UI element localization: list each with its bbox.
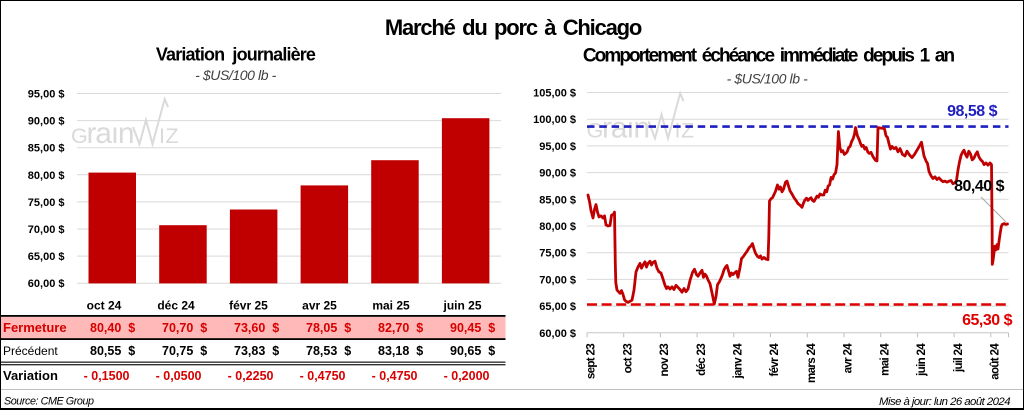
svg-text:- $US/100 lb -: - $US/100 lb - (195, 67, 277, 83)
svg-text:déc 24: déc 24 (157, 299, 195, 313)
svg-text:févr 25: févr 25 (229, 299, 268, 313)
svg-text:Mise à jour: lun 26 août 2024: Mise à jour: lun 26 août 2024 (879, 396, 1010, 408)
svg-text:- 0,2000: - 0,2000 (444, 369, 490, 383)
svg-text:- 0,1500: - 0,1500 (84, 369, 130, 383)
svg-text:80,00 $: 80,00 $ (539, 221, 576, 233)
svg-text:mai 24: mai 24 (878, 343, 891, 376)
svg-text:G: G (587, 118, 604, 142)
svg-text:70,75 $: 70,75 $ (162, 344, 207, 358)
svg-text:65,00 $: 65,00 $ (28, 251, 65, 263)
svg-text:Source: CME Group: Source: CME Group (4, 396, 94, 408)
svg-text:70,00 $: 70,00 $ (539, 274, 576, 286)
svg-text:82,70 $: 82,70 $ (378, 321, 423, 335)
svg-text:- 0,2250: - 0,2250 (228, 369, 274, 383)
svg-text:80,40 $: 80,40 $ (954, 178, 1004, 195)
svg-text:75,00 $: 75,00 $ (28, 197, 65, 209)
svg-text:G: G (71, 124, 88, 148)
svg-text:73,83 $: 73,83 $ (234, 344, 279, 358)
svg-text:avr 24: avr 24 (842, 343, 855, 374)
svg-text:Précédent: Précédent (3, 344, 58, 358)
svg-text:73,60 $: 73,60 $ (234, 321, 279, 335)
svg-text:95,00 $: 95,00 $ (28, 89, 65, 101)
svg-text:90,00 $: 90,00 $ (539, 168, 576, 180)
svg-text:85,00 $: 85,00 $ (28, 143, 65, 155)
svg-text:90,45 $: 90,45 $ (450, 321, 495, 335)
svg-text:juil 24: juil 24 (952, 343, 965, 373)
svg-text:sept 23: sept 23 (585, 343, 598, 379)
svg-text:- 0,0500: - 0,0500 (156, 369, 202, 383)
svg-text:juin 24: juin 24 (915, 343, 928, 377)
svg-text:oct 24: oct 24 (87, 299, 122, 313)
svg-text:100,00 $: 100,00 $ (533, 114, 576, 126)
svg-text:raın: raın (87, 117, 134, 150)
svg-text:85,00 $: 85,00 $ (539, 194, 576, 206)
svg-text:75,00 $: 75,00 $ (539, 248, 576, 260)
svg-text:IZ: IZ (159, 124, 179, 148)
svg-text:78,05 $: 78,05 $ (306, 321, 351, 335)
svg-text:Comportement échéance immédiat: Comportement échéance immédiate depuis 1… (583, 46, 955, 67)
svg-text:80,55 $: 80,55 $ (90, 344, 135, 358)
svg-text:IZ: IZ (675, 118, 695, 142)
svg-text:60,00 $: 60,00 $ (539, 328, 576, 340)
svg-text:98,58 $: 98,58 $ (947, 103, 997, 120)
svg-text:Variation: Variation (3, 368, 58, 383)
svg-text:65,00 $: 65,00 $ (539, 301, 576, 313)
svg-text:95,00 $: 95,00 $ (539, 141, 576, 153)
svg-text:70,00 $: 70,00 $ (28, 224, 65, 236)
svg-text:83,18 $: 83,18 $ (378, 344, 423, 358)
svg-text:oct 23: oct 23 (621, 343, 634, 374)
svg-text:mars 24: mars 24 (805, 343, 818, 383)
svg-text:avr 25: avr 25 (302, 299, 337, 313)
svg-text:janv 24: janv 24 (732, 343, 745, 380)
svg-text:90,00 $: 90,00 $ (28, 116, 65, 128)
svg-text:- $US/100 lb -: - $US/100 lb - (727, 71, 809, 87)
svg-text:mai 25: mai 25 (372, 299, 410, 313)
svg-text:- 0,4750: - 0,4750 (372, 369, 418, 383)
svg-text:févr 24: févr 24 (768, 343, 781, 377)
svg-text:août 24: août 24 (989, 343, 1002, 380)
svg-text:- 0,4750: - 0,4750 (300, 369, 346, 383)
svg-text:65,30 $: 65,30 $ (962, 312, 1012, 329)
svg-text:105,00 $: 105,00 $ (533, 88, 576, 100)
svg-text:80,40 $: 80,40 $ (90, 321, 135, 335)
svg-text:nov 23: nov 23 (658, 343, 671, 377)
svg-text:Variation journalière: Variation journalière (156, 45, 316, 65)
svg-text:90,65 $: 90,65 $ (450, 344, 495, 358)
svg-text:déc 23: déc 23 (695, 343, 708, 376)
svg-text:70,70 $: 70,70 $ (162, 321, 207, 335)
svg-text:Fermeture: Fermeture (3, 320, 67, 335)
svg-text:Marché du porc à Chicago: Marché du porc à Chicago (385, 15, 642, 40)
svg-text:juin 25: juin 25 (442, 299, 481, 313)
svg-text:60,00 $: 60,00 $ (28, 278, 65, 290)
svg-text:78,53 $: 78,53 $ (306, 344, 351, 358)
svg-text:80,00 $: 80,00 $ (28, 170, 65, 182)
